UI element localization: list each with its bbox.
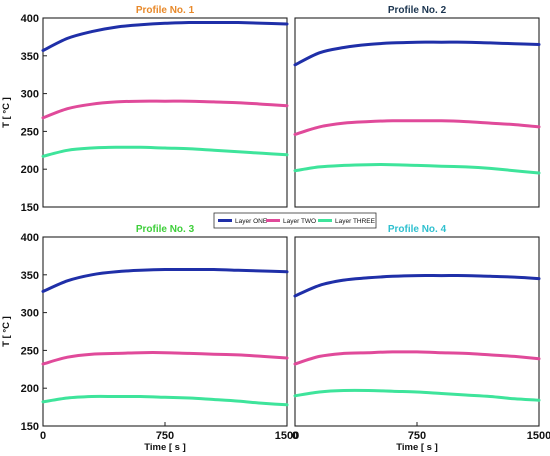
y-tick-label: 300 (21, 89, 39, 101)
series-line-layer-three (293, 388, 541, 402)
x-axis-label: Time [ s ] (396, 442, 438, 453)
y-axis-label: T [ °C ] (1, 97, 12, 128)
panel-3: Profile No. 3 150 200 250 300 350 400 0 750 1500 T… (1, 224, 299, 453)
plot-frame (294, 17, 540, 208)
x-tick-label: 1500 (527, 430, 550, 442)
series-line-layer-one (41, 20, 289, 52)
y-tick-label: 350 (21, 51, 39, 63)
panel-4: Profile No. 4 0 750 1500 Time [ s ] (292, 224, 550, 453)
series-line-layer-one (41, 267, 289, 293)
series-line-layer-two (293, 119, 541, 136)
panel-title: Profile No. 1 (136, 5, 195, 16)
series-line-layer-three (293, 163, 541, 175)
legend-box (213, 212, 377, 229)
panel-title: Profile No. 3 (136, 224, 195, 235)
series-line-layer-three (41, 394, 289, 407)
y-tick-label: 200 (21, 383, 39, 395)
x-tick-label: 1500 (275, 430, 299, 442)
panel-1: Profile No. 1 150 200 250 300 350 400 T [ °C ] (1, 5, 289, 214)
y-tick-label: 400 (21, 232, 39, 244)
y-tick-label: 300 (21, 308, 39, 320)
y-tick-label: 150 (21, 421, 39, 433)
x-tick-label: 0 (292, 430, 298, 442)
y-tick-label: 250 (21, 126, 39, 138)
series-line-layer-one (293, 40, 541, 67)
series-line-layer-two (293, 350, 541, 366)
y-tick-label: 200 (21, 164, 39, 176)
x-tick-label: 750 (408, 430, 426, 442)
plot-frame (294, 236, 540, 427)
chart-legend: Layer ONE Layer TWO Layer THREE (213, 212, 377, 229)
y-tick-label: 400 (21, 13, 39, 25)
plot-frame (42, 17, 288, 208)
series-line-layer-two (41, 351, 289, 366)
series-line-layer-one (293, 274, 541, 298)
x-axis-label: Time [ s ] (144, 442, 186, 453)
panel-title: Profile No. 4 (388, 224, 447, 235)
y-axis-label: T [ °C ] (1, 316, 12, 347)
legend-label: Layer TWO (283, 218, 316, 225)
y-tick-label: 350 (21, 270, 39, 282)
series-line-layer-three (41, 145, 289, 158)
x-tick-label: 0 (40, 430, 46, 442)
panel-title: Profile No. 2 (388, 5, 447, 16)
y-tick-label: 250 (21, 345, 39, 357)
panel-2: Profile No. 2 (293, 5, 541, 208)
y-tick-label: 150 (21, 202, 39, 214)
series-line-layer-two (41, 99, 289, 120)
legend-label: Layer ONE (235, 218, 268, 225)
x-tick-label: 750 (156, 430, 174, 442)
legend-label: Layer THREE (335, 218, 376, 225)
